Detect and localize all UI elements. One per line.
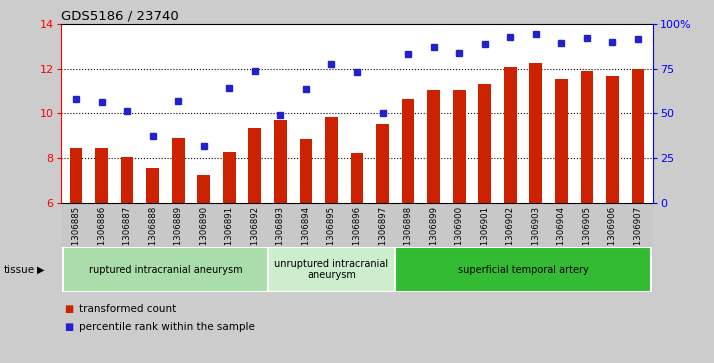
Bar: [300, 139, 312, 203]
Bar: [376, 123, 389, 203]
Bar: [172, 138, 185, 203]
Bar: [632, 69, 644, 203]
Bar: [146, 168, 159, 203]
Bar: [580, 71, 593, 203]
Bar: [396, 247, 650, 292]
Bar: [555, 79, 568, 203]
Text: tissue: tissue: [4, 265, 35, 274]
Bar: [351, 153, 363, 203]
Bar: [268, 247, 396, 292]
Bar: [325, 117, 338, 203]
Bar: [402, 99, 414, 203]
Bar: [453, 90, 466, 203]
Bar: [95, 148, 108, 203]
Text: superficial temporal artery: superficial temporal artery: [458, 265, 588, 274]
Bar: [64, 247, 268, 292]
Text: percentile rank within the sample: percentile rank within the sample: [79, 322, 254, 332]
Text: ▶: ▶: [37, 265, 45, 274]
Bar: [223, 152, 236, 203]
Bar: [121, 157, 134, 203]
Bar: [248, 128, 261, 203]
Bar: [606, 76, 619, 203]
Text: ruptured intracranial aneurysm: ruptured intracranial aneurysm: [89, 265, 242, 274]
Text: unruptured intracranial
aneurysm: unruptured intracranial aneurysm: [274, 259, 388, 280]
Text: ■: ■: [64, 303, 74, 314]
Bar: [504, 68, 517, 203]
Bar: [427, 90, 440, 203]
Text: transformed count: transformed count: [79, 303, 176, 314]
Bar: [478, 84, 491, 203]
Bar: [274, 120, 287, 203]
Bar: [529, 63, 542, 203]
Text: ■: ■: [64, 322, 74, 332]
Bar: [70, 148, 82, 203]
Bar: [197, 175, 210, 203]
Text: GDS5186 / 23740: GDS5186 / 23740: [61, 9, 178, 22]
